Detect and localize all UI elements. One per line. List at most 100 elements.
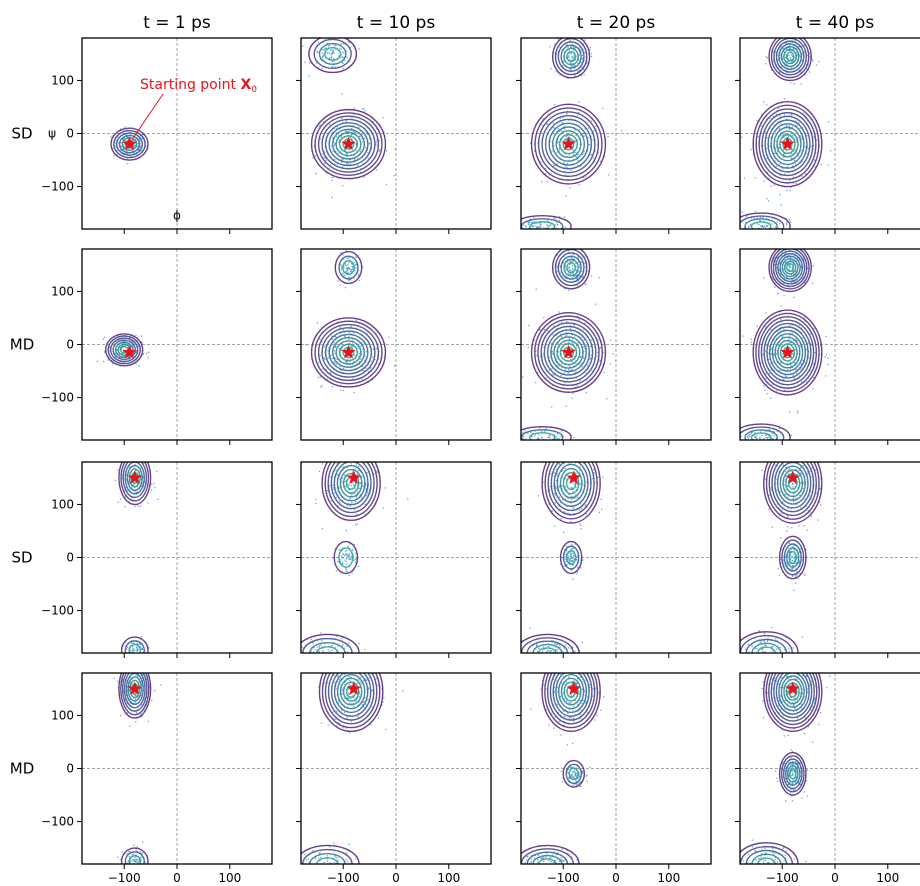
scatter-point xyxy=(567,77,569,80)
scatter-point xyxy=(760,231,761,232)
scatter-point xyxy=(580,528,582,530)
scatter-point xyxy=(339,368,341,371)
contour-line xyxy=(551,38,591,79)
scatter-point xyxy=(352,125,355,127)
scatter-point xyxy=(342,121,344,123)
scatter-point xyxy=(789,266,792,268)
scatter-point xyxy=(324,157,326,159)
scatter-point xyxy=(579,523,581,525)
scatter-point xyxy=(316,51,318,54)
scatter-point xyxy=(782,501,784,503)
scatter-point xyxy=(298,650,299,651)
scatter-point xyxy=(755,657,756,658)
scatter-point xyxy=(104,351,106,354)
scatter-point xyxy=(124,355,126,357)
scatter-point xyxy=(729,141,730,142)
contour-line xyxy=(544,118,593,170)
scatter-point xyxy=(792,483,794,485)
scatter-point xyxy=(788,552,791,554)
scatter-point xyxy=(353,142,356,144)
scatter-point xyxy=(566,258,569,261)
scatter-point xyxy=(348,331,350,333)
scatter-point xyxy=(785,48,788,50)
scatter-point xyxy=(332,486,335,489)
scatter-point xyxy=(352,493,354,495)
scatter-point xyxy=(128,466,130,468)
scatter-point xyxy=(134,491,136,493)
scatter-point xyxy=(787,47,790,49)
scatter-point xyxy=(553,374,555,376)
scatter-point xyxy=(779,31,780,32)
contour-line xyxy=(780,46,800,68)
scatter-point xyxy=(561,336,563,338)
contour-line xyxy=(562,545,580,570)
scatter-point xyxy=(577,497,579,499)
scatter-point xyxy=(357,273,360,275)
scatter-point xyxy=(326,489,328,492)
scatter-point xyxy=(539,224,541,226)
scatter-point xyxy=(138,671,139,672)
scatter-point xyxy=(568,159,571,161)
scatter-point xyxy=(333,350,336,352)
panel xyxy=(82,666,272,864)
scatter-point xyxy=(788,54,790,56)
scatter-point xyxy=(595,128,597,131)
contour-line xyxy=(551,126,586,162)
scatter-point xyxy=(524,438,527,440)
scatter-point xyxy=(783,98,786,100)
scatter-point xyxy=(133,484,135,486)
scatter-point xyxy=(785,494,787,496)
scatter-point xyxy=(341,93,343,95)
scatter-point xyxy=(135,649,137,652)
scatter-point xyxy=(787,42,789,44)
scatter-point xyxy=(763,235,764,236)
scatter-point xyxy=(758,437,761,439)
scatter-point xyxy=(361,365,364,368)
contour-line xyxy=(339,135,358,154)
contour-line xyxy=(562,472,580,495)
scatter-point xyxy=(531,221,534,224)
scatter-point xyxy=(791,268,794,270)
contour-line xyxy=(328,333,369,372)
contour-line xyxy=(750,221,772,229)
contour-line xyxy=(551,249,591,290)
scatter-point xyxy=(366,350,368,352)
scatter-point xyxy=(784,42,787,44)
starting-point-star xyxy=(127,470,142,484)
scatter-point xyxy=(513,226,514,227)
scatter-point xyxy=(795,120,797,122)
contour-line xyxy=(310,108,387,180)
scatter-point xyxy=(768,177,770,179)
scatter-point xyxy=(338,350,340,352)
scatter-point xyxy=(796,125,798,127)
scatter-point xyxy=(355,256,358,258)
scatter-point xyxy=(298,662,299,663)
scatter-point xyxy=(329,123,331,126)
scatter-point xyxy=(341,570,343,572)
contour-line xyxy=(538,647,557,653)
scatter-point xyxy=(582,343,584,345)
scatter-point xyxy=(608,174,610,176)
scatter-point xyxy=(528,659,529,660)
scatter-point xyxy=(336,136,338,138)
scatter-point xyxy=(346,264,348,267)
scatter-point xyxy=(349,505,351,507)
scatter-point xyxy=(337,49,339,52)
contour-line xyxy=(740,215,785,229)
scatter-point xyxy=(536,222,538,225)
scatter-point xyxy=(771,69,773,71)
scatter-point xyxy=(780,361,782,364)
scatter-point xyxy=(341,117,343,119)
scatter-point xyxy=(324,39,326,41)
scatter-point xyxy=(572,65,575,67)
scatter-point xyxy=(140,666,141,667)
scatter-point xyxy=(781,457,782,458)
scatter-point xyxy=(114,356,117,358)
scatter-point xyxy=(333,128,336,130)
scatter-point xyxy=(568,457,569,458)
scatter-point xyxy=(794,558,796,560)
contour-line xyxy=(334,250,363,285)
scatter-point xyxy=(570,557,572,559)
scatter-point xyxy=(767,637,769,640)
scatter-point xyxy=(157,498,159,500)
